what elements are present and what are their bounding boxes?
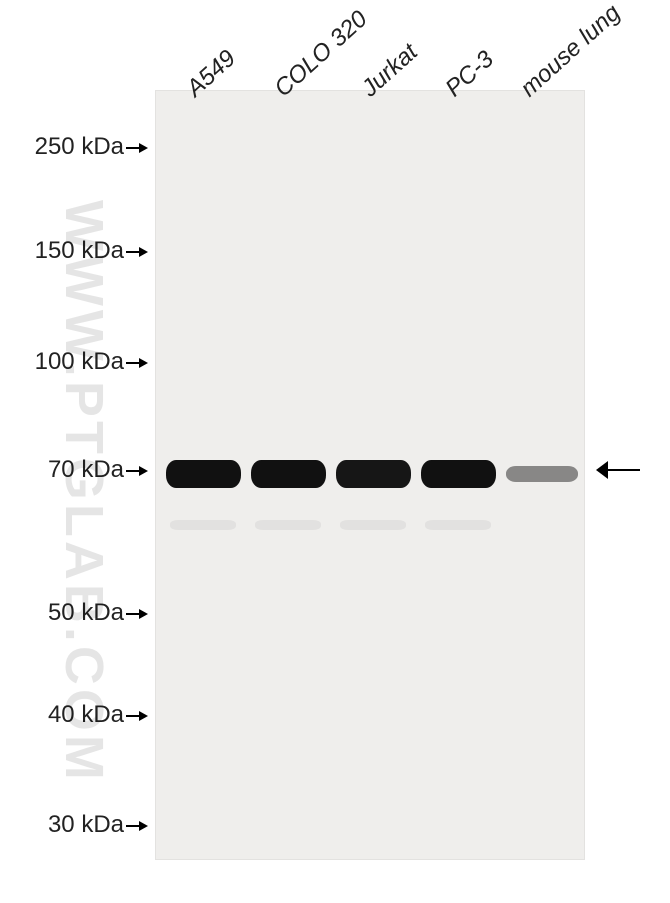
protein-band (506, 466, 578, 482)
figure-container: { "dimensions": { "width": 670, "height"… (0, 0, 670, 903)
arrow-head-icon (139, 711, 148, 721)
protein-band (421, 460, 496, 488)
arrow-head-icon (139, 609, 148, 619)
arrow-shaft (126, 251, 139, 253)
mw-marker: 30 kDa (48, 811, 148, 839)
arrow-right-icon (126, 609, 148, 619)
mw-marker-label: 150 kDa (35, 237, 124, 264)
arrow-shaft (126, 715, 139, 717)
protein-band (166, 460, 241, 488)
arrow-right-icon (126, 247, 148, 257)
mw-marker: 250 kDa (35, 133, 148, 161)
arrow-shaft (126, 362, 139, 364)
mw-marker-label: 100 kDa (35, 348, 124, 375)
mw-marker: 50 kDa (48, 599, 148, 627)
arrow-head-icon (139, 247, 148, 257)
mw-marker-label: 50 kDa (48, 599, 124, 626)
arrow-right-icon (126, 358, 148, 368)
mw-marker: 100 kDa (35, 348, 148, 376)
arrow-right-icon (126, 821, 148, 831)
mw-marker-label: 30 kDa (48, 811, 124, 838)
lane-label: mouse lung (515, 0, 626, 103)
mw-marker: 40 kDa (48, 701, 148, 729)
arrow-head-icon (139, 358, 148, 368)
arrow-shaft (126, 470, 139, 472)
mw-marker: 150 kDa (35, 237, 148, 265)
arrow-head-icon (139, 466, 148, 476)
arrow-shaft (126, 613, 139, 615)
arrow-right-icon (126, 466, 148, 476)
protein-band (336, 460, 411, 488)
arrow-shaft (608, 469, 640, 471)
arrow-head-icon (596, 461, 608, 479)
mw-marker-label: 250 kDa (35, 133, 124, 160)
watermark-text: WWW.PTGLAB.COM (53, 200, 115, 784)
mw-marker-label: 40 kDa (48, 701, 124, 728)
arrow-right-icon (126, 711, 148, 721)
faint-band (340, 520, 406, 530)
mw-marker-label: 70 kDa (48, 456, 124, 483)
protein-band (251, 460, 326, 488)
arrow-shaft (126, 147, 139, 149)
faint-band (425, 520, 491, 530)
band-indicator-arrow (596, 461, 640, 479)
lane-label: COLO 320 (269, 5, 373, 103)
faint-band (255, 520, 321, 530)
arrow-head-icon (139, 821, 148, 831)
arrow-shaft (126, 825, 139, 827)
arrow-right-icon (126, 143, 148, 153)
faint-band (170, 520, 236, 530)
mw-marker: 70 kDa (48, 456, 148, 484)
arrow-head-icon (139, 143, 148, 153)
